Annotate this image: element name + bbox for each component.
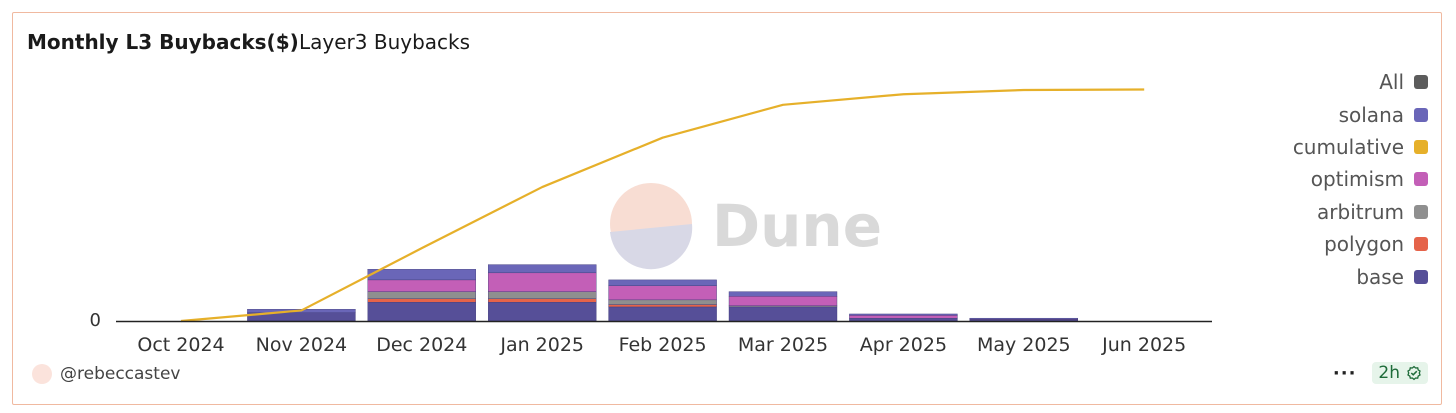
bar-segment-solana[interactable]: [488, 264, 597, 274]
bar-segment-solana[interactable]: [849, 313, 958, 316]
y-tick-label: 0: [90, 310, 101, 331]
watermark-text: Dune: [712, 192, 882, 260]
legend-swatch: [1414, 139, 1428, 154]
x-tick-label: Jan 2025: [499, 334, 584, 356]
legend-label: polygon: [1324, 232, 1404, 257]
bar-segment-base[interactable]: [488, 302, 597, 322]
legend-swatch: [1414, 172, 1428, 187]
dune-watermark: Dune: [610, 183, 882, 270]
bar-segment-base[interactable]: [728, 306, 838, 322]
legend-item-solana[interactable]: solana: [1293, 98, 1428, 130]
legend-label: base: [1356, 264, 1404, 289]
bar-segment-polygon[interactable]: [608, 304, 717, 308]
bar-segment-arbitrum[interactable]: [488, 291, 597, 299]
bar-segment-arbitrum[interactable]: [608, 299, 717, 305]
legend-label: optimism: [1310, 167, 1404, 192]
legend-item-cumulative[interactable]: cumulative: [1293, 131, 1428, 163]
legend-item-arbitrum[interactable]: arbitrum: [1293, 196, 1428, 228]
bar-segment-optimism[interactable]: [488, 272, 597, 292]
bar-segment-solana[interactable]: [969, 317, 1078, 320]
legend-label: All: [1379, 70, 1404, 95]
chart-legend: All solana cumulative optimism arbitrum …: [1293, 66, 1428, 293]
bar-segment-base[interactable]: [849, 317, 958, 322]
legend-swatch: [1414, 237, 1428, 252]
bar-segment-optimism[interactable]: [608, 285, 717, 301]
x-tick-label: Apr 2025: [860, 334, 947, 356]
x-tick-label: Dec 2024: [376, 334, 467, 356]
chart-title: Monthly L3 Buybacks($): [27, 30, 299, 54]
bar-segment-solana[interactable]: [367, 269, 476, 281]
x-tick-label: Oct 2024: [137, 334, 224, 356]
verified-check-icon: [1407, 365, 1421, 381]
legend-item-optimism[interactable]: optimism: [1293, 163, 1428, 195]
chart-card: [12, 12, 1442, 405]
x-tick-label: Feb 2025: [619, 334, 707, 356]
bar-segment-base[interactable]: [367, 302, 476, 322]
chart-subtitle: Layer3 Buybacks: [299, 30, 471, 54]
refresh-status-badge[interactable]: 2h: [1372, 362, 1428, 384]
legend-item-all[interactable]: All: [1293, 66, 1428, 98]
bar-segment-optimism[interactable]: [367, 279, 476, 292]
more-options-icon[interactable]: ···: [1332, 362, 1357, 384]
cumulative-line[interactable]: [180, 88, 1145, 323]
legend-label: cumulative: [1292, 134, 1404, 159]
avatar: [32, 364, 52, 384]
bar-segment-optimism[interactable]: [849, 315, 958, 319]
legend-label: solana: [1338, 102, 1404, 127]
legend-swatch: [1414, 204, 1428, 219]
legend-swatch: [1414, 75, 1428, 90]
x-tick-label: Jun 2025: [1101, 334, 1186, 356]
refresh-age: 2h: [1378, 363, 1400, 383]
x-tick-label: May 2025: [977, 334, 1071, 356]
legend-swatch: [1414, 269, 1428, 284]
x-tick-label: Nov 2024: [256, 334, 347, 356]
legend-label: arbitrum: [1317, 199, 1404, 224]
footer-actions: ··· 2h: [1333, 362, 1428, 384]
bar-segment-polygon[interactable]: [367, 298, 476, 303]
legend-item-base[interactable]: base: [1293, 260, 1428, 292]
bar-segment-solana[interactable]: [608, 279, 717, 286]
bar-segment-base[interactable]: [608, 306, 717, 322]
bar-segment-arbitrum[interactable]: [367, 291, 476, 299]
legend-item-polygon[interactable]: polygon: [1293, 228, 1428, 260]
bar-segment-solana[interactable]: [728, 291, 838, 297]
dune-logo-shade: [610, 224, 693, 270]
bar-segment-optimism[interactable]: [728, 296, 838, 306]
legend-swatch: [1414, 107, 1428, 122]
author-link[interactable]: @rebeccastev: [32, 364, 180, 384]
x-tick-label: Mar 2025: [738, 334, 828, 356]
author-name: @rebeccastev: [60, 364, 181, 384]
bar-segment-polygon[interactable]: [488, 298, 597, 303]
